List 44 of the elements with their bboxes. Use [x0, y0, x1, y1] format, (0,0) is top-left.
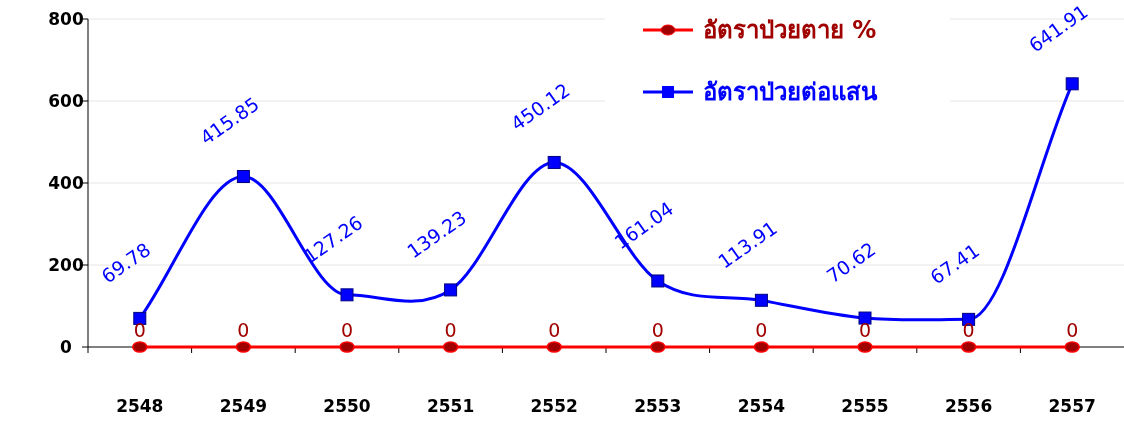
- point: [650, 341, 666, 353]
- x-tick-label: 2552: [530, 396, 578, 416]
- y-tick-label: 600: [48, 91, 84, 111]
- point: [857, 341, 873, 353]
- x-tick-label: 2555: [841, 396, 889, 416]
- point: [340, 288, 354, 302]
- point: [339, 341, 355, 353]
- data-label: 0: [858, 319, 872, 341]
- point: [651, 274, 665, 288]
- point: [132, 341, 148, 353]
- x-tick-label: 2548: [116, 396, 164, 416]
- data-label: 0: [962, 319, 975, 341]
- point: [754, 293, 768, 307]
- data-label: 0: [133, 319, 146, 341]
- x-tick-label: 2556: [944, 396, 993, 416]
- point: [1065, 77, 1079, 91]
- data-label: 0: [755, 319, 768, 341]
- x-tick-label: 2551: [426, 396, 475, 416]
- point: [444, 283, 458, 297]
- point: [753, 341, 770, 353]
- data-label: 0: [444, 319, 457, 341]
- x-tick-label: 2557: [1048, 396, 1096, 416]
- data-label: 0: [237, 319, 250, 341]
- y-tick-label: 0: [60, 337, 73, 357]
- point: [546, 341, 562, 353]
- y-tick-label: 800: [48, 9, 84, 29]
- point: [547, 155, 561, 169]
- data-label: 0: [1066, 319, 1079, 341]
- y-tick-label: 200: [48, 255, 84, 275]
- point: [235, 341, 252, 353]
- legend-label: อัตราป่วยต่อแสน: [703, 78, 878, 106]
- point: [236, 170, 250, 183]
- y-tick-label: 400: [48, 173, 84, 193]
- point: [442, 341, 459, 353]
- legend-label: อัตราป่วยตาย %: [703, 16, 877, 44]
- x-tick-label: 2549: [219, 396, 268, 416]
- point: [1064, 341, 1080, 353]
- point: [960, 341, 977, 353]
- data-label: 0: [548, 319, 561, 341]
- x-tick-label: 2550: [323, 396, 371, 416]
- x-tick-label: 2554: [737, 396, 786, 416]
- data-label: 0: [340, 319, 354, 341]
- x-tick-label: 2553: [634, 396, 682, 416]
- data-label: 0: [651, 319, 664, 341]
